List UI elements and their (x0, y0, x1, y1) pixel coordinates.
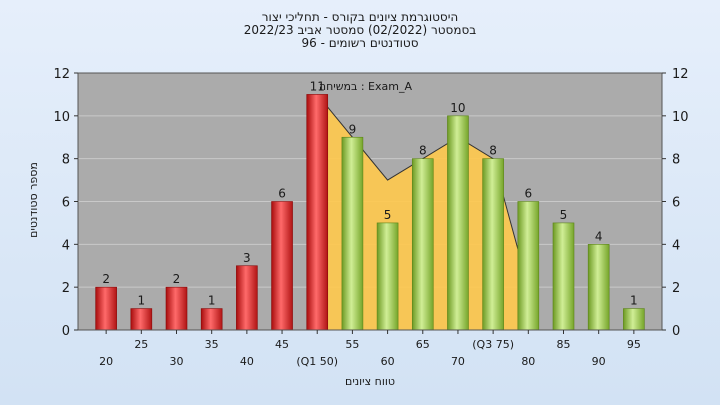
x-tick-label: 90 (592, 355, 606, 368)
chart-title: היסטוגרמת ציונים בקורס - תחליכי יצור (261, 10, 459, 24)
y-tick-label-left: 6 (62, 196, 70, 211)
histogram-bar (376, 222, 399, 331)
y-tick-label-left: 0 (62, 324, 70, 339)
bar-value-label: 3 (243, 251, 251, 265)
x-tick-label: (Q1 50) (296, 355, 338, 368)
histogram-bar (271, 201, 293, 331)
histogram-bar (306, 94, 329, 331)
bar-value-label: 1 (138, 294, 146, 308)
histogram-bar (236, 265, 258, 331)
bar-value-label: 4 (595, 229, 603, 243)
histogram-bar (623, 308, 645, 331)
bar-value-label: 1 (208, 294, 216, 308)
x-tick-label: 45 (275, 338, 289, 351)
y-tick-label-left: 12 (53, 67, 70, 82)
x-tick-label: 55 (345, 338, 359, 351)
bar-value-label: 10 (450, 101, 465, 115)
bar-value-label: 11 (310, 79, 325, 93)
chart-subtitle-students: סטודנטים רשומים - 96 (301, 36, 419, 50)
x-tick-label: (Q3 75) (472, 338, 514, 351)
histogram-bar (482, 158, 504, 331)
bar-value-label: 5 (560, 208, 568, 222)
legend-label: במשיחה : Exam_A (319, 80, 413, 93)
y-tick-label-right: 2 (672, 281, 680, 296)
y-tick-label-right: 4 (672, 238, 680, 253)
histogram-bar (587, 244, 610, 331)
histogram-bar (447, 115, 469, 331)
x-tick-label: 60 (381, 355, 395, 368)
histogram-bar (95, 286, 117, 331)
x-tick-label: 95 (627, 338, 641, 351)
y-tick-label-left: 2 (62, 281, 70, 296)
histogram-bar (517, 201, 540, 331)
y-tick-label-left: 8 (62, 153, 70, 168)
histogram-bar (411, 158, 434, 331)
x-tick-label: 85 (556, 338, 570, 351)
x-tick-label: 25 (134, 338, 148, 351)
histogram-bar (200, 308, 223, 331)
y-tick-label-right: 12 (672, 67, 689, 82)
x-tick-label: 80 (521, 355, 535, 368)
y-axis-title: מספר סטודנטים (27, 162, 40, 238)
bar-value-label: 8 (489, 144, 497, 158)
x-tick-label: 40 (240, 355, 254, 368)
x-tick-label: 35 (205, 338, 219, 351)
y-tick-label-right: 10 (672, 110, 689, 125)
y-tick-label-right: 8 (672, 153, 680, 168)
y-tick-label-left: 10 (53, 110, 70, 125)
bar-value-label: 8 (419, 144, 427, 158)
histogram-bar (341, 136, 364, 331)
histogram-bar (165, 286, 188, 331)
bar-value-label: 1 (630, 294, 638, 308)
x-tick-label: 65 (416, 338, 430, 351)
x-tick-label: 70 (451, 355, 465, 368)
x-axis-title: טווח ציונים (345, 375, 395, 388)
chart-subtitle-semester: בסמסטר (02/2022) סמסטר אביב 2022/23 (243, 23, 477, 37)
bar-value-label: 6 (524, 187, 532, 201)
x-tick-label: 20 (99, 355, 113, 368)
bar-value-label: 2 (102, 272, 110, 286)
y-tick-label-left: 4 (62, 238, 70, 253)
x-tick-label: 30 (170, 355, 184, 368)
histogram-bar (130, 308, 153, 331)
y-tick-label-right: 6 (672, 196, 680, 211)
bar-value-label: 2 (173, 272, 181, 286)
histogram-bar (552, 222, 575, 331)
bar-value-label: 6 (278, 187, 286, 201)
y-tick-label-right: 0 (672, 324, 680, 339)
bar-value-label: 9 (349, 122, 357, 136)
bar-value-label: 5 (384, 208, 392, 222)
